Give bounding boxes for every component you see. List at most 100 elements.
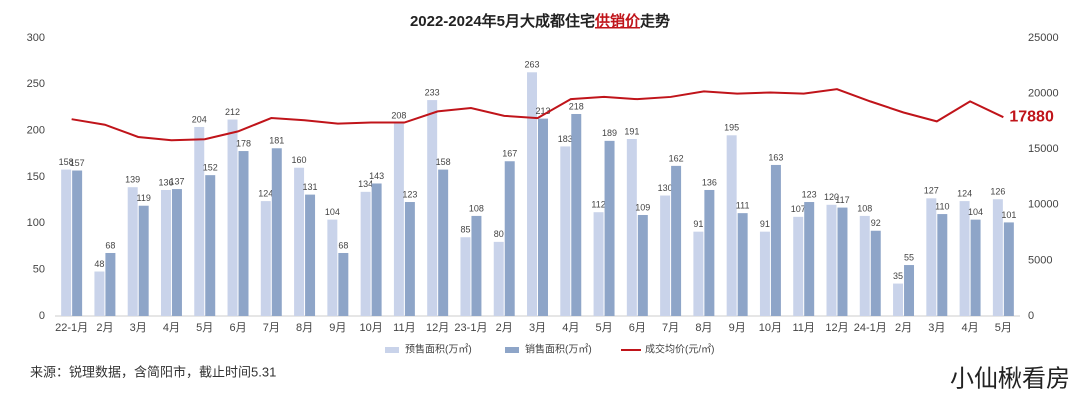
bar [94, 271, 105, 316]
watermark: 小仙楸看房 [950, 365, 1070, 392]
bar [271, 148, 282, 316]
bar-value-label: 158 [59, 157, 74, 167]
bar-value-label: 143 [369, 171, 384, 181]
bar [959, 201, 970, 316]
bar [360, 191, 371, 316]
title-highlight: 供销价 [594, 12, 641, 30]
bar-value-label: 212 [225, 107, 240, 117]
bar-value-label: 189 [602, 128, 617, 138]
bar-value-label: 167 [502, 149, 517, 159]
legend-label: 销售面积(万㎡) [525, 343, 592, 356]
bar-value-label: 136 [158, 177, 173, 187]
bar-value-label: 158 [436, 157, 451, 167]
bar-value-label: 134 [358, 179, 373, 189]
bar [61, 169, 72, 316]
bar-value-label: 85 [460, 225, 470, 235]
bar-value-label: 123 [802, 189, 817, 199]
bar [693, 231, 704, 316]
bar-value-label: 119 [137, 193, 151, 203]
y-tick-label: 150 [27, 171, 45, 183]
legend-label: 预售面积(万㎡) [405, 343, 472, 356]
bar-value-label: 120 [824, 192, 839, 202]
x-tick-label: 23-1月 [454, 322, 487, 334]
bar [593, 212, 604, 316]
bar-value-label: 104 [968, 207, 983, 217]
x-tick-label: 5月 [595, 322, 612, 334]
bar-value-label: 139 [125, 175, 140, 185]
bar [837, 207, 848, 316]
x-tick-label: 3月 [529, 322, 546, 334]
bar [105, 252, 116, 316]
bar [294, 167, 305, 316]
bar-value-label: 108 [469, 203, 484, 213]
bar [305, 194, 316, 316]
y-tick-label: 300 [27, 32, 45, 44]
bar [737, 213, 748, 316]
bar-value-label: 131 [303, 182, 318, 192]
bar [859, 215, 870, 316]
x-tick-label: 2月 [96, 322, 113, 334]
price-line [71, 88, 1004, 142]
y2-tick-label: 25000 [1028, 32, 1059, 44]
bar-value-label: 160 [292, 155, 307, 165]
bar-value-label: 208 [391, 111, 406, 121]
x-tick-label: 7月 [263, 322, 280, 334]
bar [604, 140, 615, 316]
x-tick-label: 2月 [895, 322, 912, 334]
bar [427, 100, 438, 316]
bar [393, 123, 404, 317]
bar [992, 199, 1003, 316]
bar-value-label: 92 [871, 218, 881, 228]
x-tick-label: 6月 [629, 322, 646, 334]
title-part: 2022-2024年5月大成都住宅 [410, 12, 595, 30]
bar-value-label: 218 [569, 101, 584, 111]
bar [704, 189, 715, 316]
bar-value-label: 126 [990, 187, 1005, 197]
bar [493, 241, 504, 316]
y-tick-label: 250 [27, 78, 45, 90]
source-note: 来源：锐理数据，含简阳市，截止时间5.31 [30, 364, 276, 379]
bar-value-label: 107 [791, 204, 806, 214]
bar [671, 165, 682, 316]
bar [171, 189, 182, 316]
bar [538, 118, 548, 317]
bar [904, 265, 915, 316]
bar-value-label: 68 [338, 240, 348, 250]
bar [1003, 222, 1014, 316]
bar-value-label: 263 [524, 60, 539, 70]
bar [205, 175, 216, 316]
y2-tick-label: 10000 [1028, 199, 1059, 211]
bar-value-label: 110 [935, 201, 949, 211]
bar [471, 215, 482, 316]
bar [870, 230, 881, 316]
bar-value-label: 48 [94, 259, 104, 269]
bar-value-label: 123 [402, 189, 417, 199]
bar [238, 151, 249, 316]
x-tick-label: 3月 [928, 322, 945, 334]
x-tick-label: 10月 [759, 322, 782, 334]
bar-value-label: 178 [236, 138, 251, 148]
bar-value-label: 91 [693, 219, 703, 229]
y-tick-label: 200 [27, 125, 45, 137]
bar [127, 187, 138, 316]
y2-tick-label: 5000 [1028, 254, 1052, 266]
bar [194, 126, 205, 317]
bar [138, 205, 149, 316]
bar-value-label: 112 [591, 200, 605, 210]
y-tick-label: 100 [27, 217, 45, 229]
bar [759, 231, 770, 316]
bar [438, 169, 449, 316]
bar [327, 219, 338, 316]
bar [826, 204, 837, 316]
bar [404, 202, 415, 316]
x-tick-label: 12月 [426, 322, 449, 334]
bar-value-label: 130 [658, 183, 673, 193]
bar [527, 72, 537, 316]
bar-value-label: 91 [760, 219, 770, 229]
bar-value-label: 127 [924, 186, 939, 196]
bar [970, 219, 981, 316]
x-tick-label: 4月 [163, 322, 180, 334]
y-tick-label: 0 [39, 310, 45, 322]
bar [793, 216, 804, 316]
